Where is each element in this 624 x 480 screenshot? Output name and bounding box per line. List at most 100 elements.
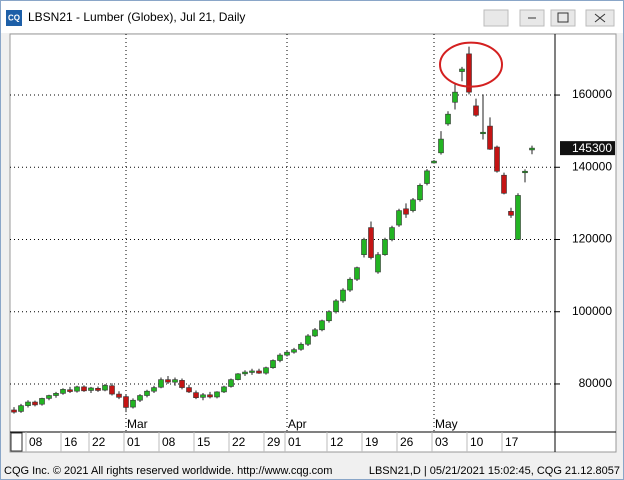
candle-body — [291, 349, 297, 353]
candle-body — [487, 125, 493, 150]
candle-body — [102, 385, 108, 391]
x-tick-label: 22 — [232, 435, 246, 449]
candle-body — [284, 351, 290, 356]
title-bar — [1, 1, 623, 33]
candle-body — [361, 239, 367, 255]
candle-body — [249, 370, 255, 373]
candle-body — [151, 387, 157, 392]
candle-body — [424, 170, 430, 184]
x-tick-label: 03 — [435, 435, 449, 449]
last-price-box — [560, 141, 615, 156]
y-tick-label: 160000 — [572, 87, 612, 101]
candle-body — [445, 113, 451, 125]
candle-body — [130, 399, 136, 408]
candle-body — [158, 379, 164, 388]
candle-body — [165, 379, 171, 383]
x-tick-label: 08 — [162, 435, 176, 449]
candle-body — [144, 390, 150, 396]
candle-body — [368, 227, 374, 258]
candle-body — [32, 401, 38, 406]
candle-body — [277, 354, 283, 361]
candle-body — [459, 68, 465, 72]
candle-body — [431, 160, 437, 164]
candle-body — [375, 254, 381, 273]
candle-body — [452, 91, 458, 103]
x-tick-label: 17 — [505, 435, 519, 449]
candle-body — [298, 343, 304, 350]
candle-body — [116, 393, 122, 398]
candle-body — [186, 387, 192, 393]
candle-body — [410, 199, 416, 211]
candle-body — [123, 396, 129, 408]
window-title: LBSN21 - Lumber (Globex), Jul 21, Daily — [28, 10, 245, 24]
close-glyph — [594, 13, 606, 23]
candle-body — [403, 208, 409, 215]
x-tick-label: 10 — [470, 435, 484, 449]
plot: 80000 100000 120000 140000 160000 Mar Apr May 08… — [10, 34, 615, 452]
highlight-circle — [439, 41, 503, 88]
candle-body — [305, 335, 311, 345]
window-buttons[interactable] — [483, 9, 615, 27]
candle-body — [326, 311, 332, 322]
x-tick-label: 29 — [267, 435, 281, 449]
candle-body — [501, 174, 507, 194]
candle-body — [480, 131, 486, 135]
candle-body — [333, 300, 339, 313]
candle-body — [270, 360, 276, 369]
candle-body — [74, 386, 80, 392]
footer-right: LBSN21,D | 05/21/2021 15:02:45, CQG 21.1… — [369, 465, 620, 477]
candle-body — [417, 185, 423, 201]
x-tick-label: 08 — [29, 435, 43, 449]
x-tick-label: 19 — [365, 435, 379, 449]
app-icon — [6, 10, 22, 26]
candle-body — [242, 371, 248, 375]
candle-body — [81, 386, 87, 392]
candle-body — [95, 387, 101, 391]
candle-body — [263, 367, 269, 374]
candle-body — [256, 370, 262, 374]
candle-body — [88, 387, 94, 391]
candle-body — [389, 227, 395, 240]
candle-body — [39, 398, 45, 405]
candle-body — [438, 138, 444, 154]
candle-body — [508, 211, 514, 216]
candle-body — [354, 267, 360, 280]
candle-body — [466, 53, 472, 93]
candle-body — [228, 379, 234, 387]
candle-body — [60, 389, 66, 394]
candle-body — [340, 289, 346, 302]
candle-body — [207, 394, 213, 398]
candle-body — [347, 278, 353, 291]
candle-body — [11, 409, 17, 413]
candle-body — [179, 380, 185, 388]
y-tick-label: 100000 — [572, 304, 612, 318]
scroll-box[interactable] — [10, 432, 23, 452]
candle-body — [494, 146, 500, 172]
candle-body — [319, 320, 325, 331]
maximize-button[interactable] — [550, 9, 576, 27]
candle-body — [235, 373, 241, 380]
x-tick-label: 01 — [288, 435, 302, 449]
candle-body — [312, 329, 318, 337]
candle-body — [515, 195, 521, 240]
candle-body — [396, 210, 402, 226]
candle-body — [382, 239, 388, 255]
candle-body — [221, 386, 227, 393]
x-tick-label: 01 — [127, 435, 141, 449]
x-tick-label: 26 — [400, 435, 414, 449]
candle-body — [522, 170, 528, 174]
link-button[interactable] — [483, 9, 509, 27]
y-tick-label: 140000 — [572, 159, 612, 173]
candle-body — [53, 393, 59, 396]
candle-body — [200, 394, 206, 398]
last-price-label: 145300 — [572, 141, 612, 155]
candle-body — [18, 405, 24, 412]
candle-body — [67, 389, 73, 392]
maximize-glyph — [557, 12, 569, 23]
candle-body — [137, 395, 143, 401]
x-tick-label: 15 — [197, 435, 211, 449]
candle-body — [25, 401, 31, 406]
x-tick-label: 22 — [92, 435, 106, 449]
app-icon-text: CQ — [8, 14, 20, 23]
candle-body — [473, 105, 479, 116]
